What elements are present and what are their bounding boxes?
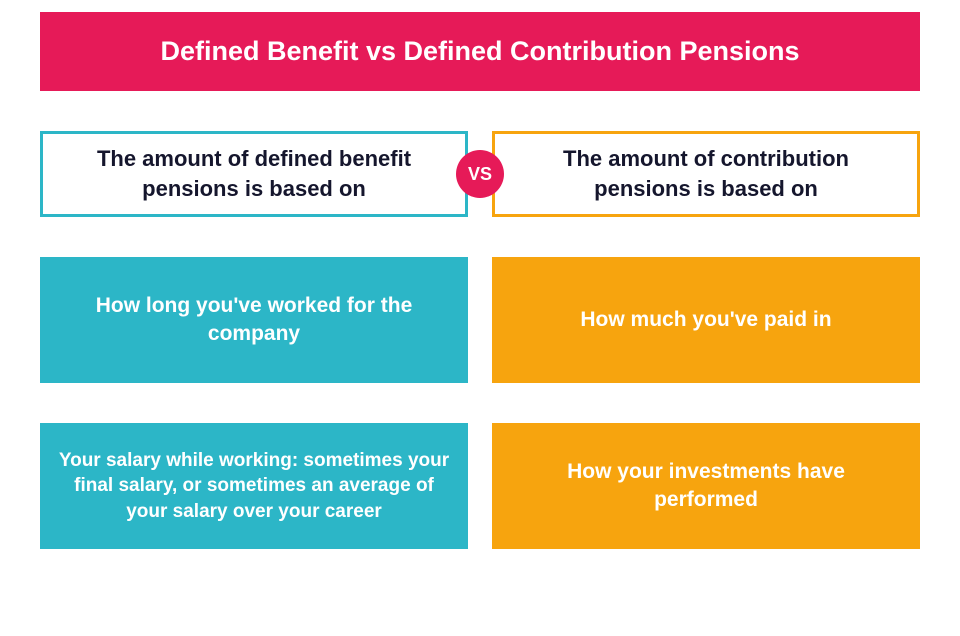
vs-label: VS (468, 164, 492, 185)
right-card-1-text: How much you've paid in (580, 306, 831, 334)
right-card-2-text: How your investments have performed (516, 458, 896, 515)
header-row: The amount of defined benefit pensions i… (40, 131, 920, 217)
left-card-2-text: Your salary while working: sometimes you… (58, 448, 450, 525)
vs-badge: VS (456, 150, 504, 198)
right-card-2: How your investments have performed (492, 423, 920, 549)
row-1: How long you've worked for the company H… (40, 257, 920, 383)
row-2: Your salary while working: sometimes you… (40, 423, 920, 549)
right-header-text: The amount of contribution pensions is b… (519, 144, 893, 203)
left-card-1: How long you've worked for the company (40, 257, 468, 383)
right-card-1: How much you've paid in (492, 257, 920, 383)
left-header-text: The amount of defined benefit pensions i… (67, 144, 441, 203)
left-card-1-text: How long you've worked for the company (64, 292, 444, 349)
left-card-2: Your salary while working: sometimes you… (40, 423, 468, 549)
right-header-card: The amount of contribution pensions is b… (492, 131, 920, 217)
left-header-card: The amount of defined benefit pensions i… (40, 131, 468, 217)
title-text: Defined Benefit vs Defined Contribution … (160, 36, 799, 66)
title-bar: Defined Benefit vs Defined Contribution … (40, 12, 920, 91)
